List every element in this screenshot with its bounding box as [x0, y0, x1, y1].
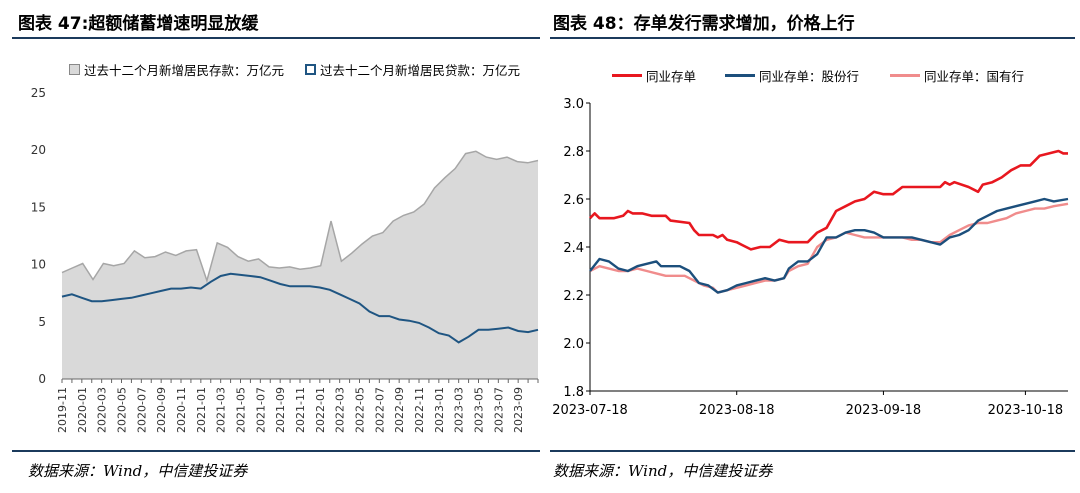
legend-swatch-loans: [305, 64, 316, 75]
source-note: 数据来源：Wind，中信建投证券: [28, 462, 248, 480]
legend-swatch-deposits: [69, 64, 80, 75]
x-tick-label: 2023-01: [433, 387, 446, 433]
y-tick-label: 15: [31, 200, 46, 214]
x-tick-label: 2021-11: [294, 387, 307, 433]
y-tick-label: 2.0: [563, 337, 584, 352]
deposits-area: [62, 151, 538, 379]
x-tick-label: 2023-07: [492, 387, 505, 433]
legend-item-deposits: 过去十二个月新增居民存款：万亿元: [69, 60, 284, 79]
x-tick-label: 2021-07: [254, 387, 267, 433]
x-tick-label: 2023-09-18: [846, 403, 922, 418]
y-tick-label: 2.2: [563, 289, 584, 304]
ncd-state-line: [589, 202, 1069, 294]
legend-swatch-ncd-jointstock: [725, 74, 755, 77]
chart-title: 图表 48：存单发行需求增加，价格上行: [553, 14, 855, 34]
legend-label-loans: 过去十二个月新增居民贷款：万亿元: [320, 63, 521, 78]
legend-label-ncd-jointstock: 同业存单：股份行: [759, 69, 860, 84]
x-tick-label: 2020-03: [96, 387, 109, 433]
x-tick-label: 2022-07: [373, 387, 386, 433]
legend-item-ncd: 同业存单: [612, 66, 696, 85]
x-tick-label: 2021-03: [215, 387, 228, 433]
chart-panel-deposits: 图表 47:超额储蓄增速明显放缓 过去十二个月新增居民存款：万亿元 过去十二个月…: [12, 14, 540, 480]
ncd-line: [589, 149, 1068, 251]
title-divider: [12, 37, 540, 39]
x-tick-label: 2021-01: [195, 387, 208, 433]
x-tick-label: 2023-09: [512, 387, 525, 433]
x-tick-label: 2020-05: [116, 387, 129, 433]
ncd-jointstock-line: [589, 197, 1069, 294]
legend-label-ncd: 同业存单: [646, 69, 697, 84]
y-tick-label: 3.0: [563, 97, 584, 112]
x-tick-label: 2020-09: [155, 387, 168, 433]
x-tick-label: 2023-05: [473, 387, 486, 433]
chart-title: 图表 47:超额储蓄增速明显放缓: [18, 14, 259, 34]
x-tick-label: 2022-11: [413, 387, 426, 433]
loans-line: [61, 272, 539, 344]
legend-swatch-ncd-state: [890, 74, 920, 77]
x-tick-label: 2019-11: [56, 387, 69, 433]
x-tick-label: 2023-07-18: [552, 403, 628, 418]
x-tick-label: 2021-09: [274, 387, 287, 433]
legend-item-ncd-jointstock: 同业存单：股份行: [725, 66, 859, 85]
x-tick-label: 2022-01: [314, 387, 327, 433]
y-tick-label: 20: [31, 143, 46, 157]
legend-label-deposits: 过去十二个月新增居民存款：万亿元: [84, 63, 285, 78]
y-tick-label: 0: [38, 372, 46, 386]
source-divider: [550, 450, 1075, 452]
y-tick-label: 25: [31, 86, 46, 100]
chart-panel-ncd: 图表 48：存单发行需求增加，价格上行 同业存单 同业存单：股份行 同业存单：国…: [550, 0, 1080, 493]
legend-item-loans: 过去十二个月新增居民贷款：万亿元: [305, 60, 520, 79]
y-tick-label: 2.6: [563, 193, 584, 208]
source-note: 数据来源：Wind，中信建投证券: [553, 462, 773, 480]
x-tick-label: 2020-11: [175, 387, 188, 433]
x-tick-label: 2023-10-18: [988, 403, 1064, 418]
y-tick-label: 10: [31, 258, 46, 272]
title-divider: [550, 37, 1075, 39]
source-divider: [12, 450, 540, 452]
x-tick-label: 2023-03: [453, 387, 466, 433]
x-tick-label: 2020-01: [76, 387, 89, 433]
legend-swatch-ncd: [612, 74, 642, 77]
x-tick-label: 2022-03: [334, 387, 347, 433]
deposits-line: [61, 150, 539, 284]
y-tick-label: 2.8: [563, 145, 584, 160]
y-tick-label: 5: [38, 315, 46, 329]
ncd-rate-line-chart: 1.8 2.0 2.2 2.4 2.6 2.8 3.0 2023-07-18 2023-08-1…: [552, 97, 1069, 418]
x-tick-label: 2023-08-18: [699, 403, 775, 418]
legend-item-ncd-state: 同业存单：国有行: [890, 66, 1024, 85]
x-tick-label: 2022-09: [393, 387, 406, 433]
legend-label-ncd-state: 同业存单：国有行: [924, 69, 1025, 84]
x-tick-label: 2021-05: [235, 387, 248, 433]
deposits-loans-area-chart: 0 5 10 15 20 25 2019-11 2020-01 2020-03 2020-05 20…: [31, 86, 539, 433]
y-tick-label: 2.4: [563, 241, 584, 256]
x-tick-label: 2020-07: [135, 387, 148, 433]
x-tick-label: 2022-05: [354, 387, 367, 433]
y-tick-label: 1.8: [563, 385, 584, 400]
